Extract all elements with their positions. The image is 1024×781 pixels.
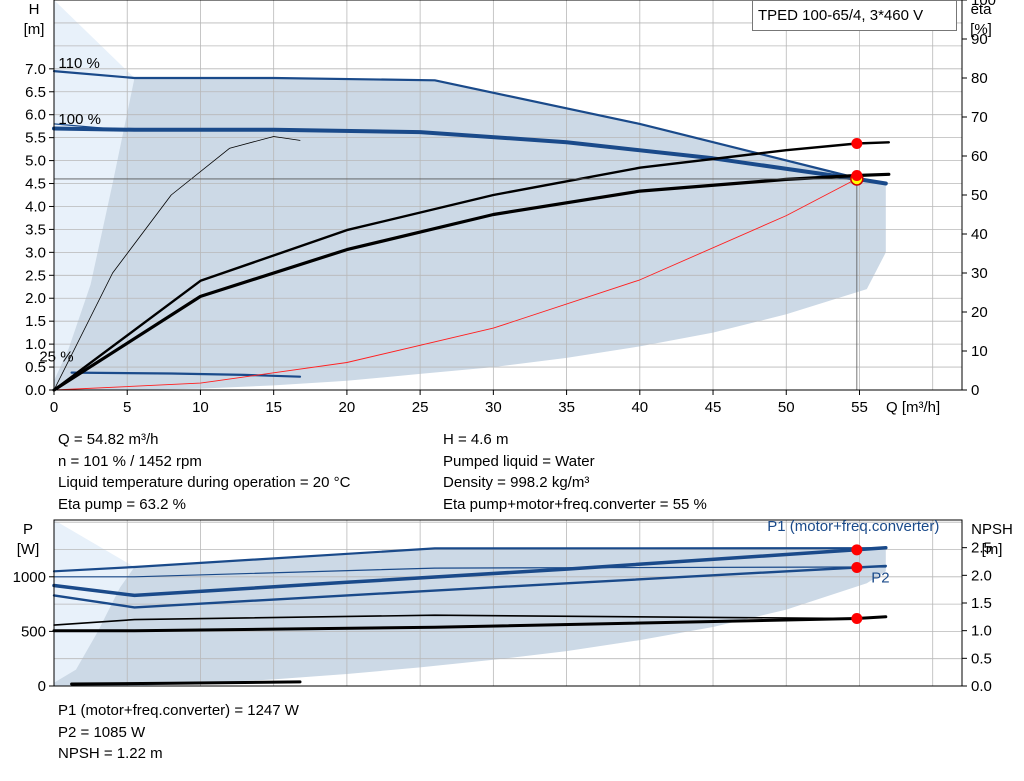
model-label-box: TPED 100-65/4, 3*460 V	[752, 0, 957, 31]
curve-label: 25 %	[39, 349, 73, 366]
marker-eta-pump-point	[851, 138, 863, 150]
y-left-tick-label: 1000	[13, 569, 46, 586]
y-left-tick-label: 1.0	[25, 336, 46, 353]
x-tick-label: 40	[631, 399, 648, 416]
power-results: P1 (motor+freq.converter) = 1247 W P2 = …	[58, 700, 299, 765]
series-p-25	[70, 680, 302, 686]
y-right-tick-label: 40	[971, 226, 988, 243]
x-tick-label: 5	[123, 399, 131, 416]
marker-p1-point	[851, 544, 863, 556]
y-left-tick-label: 1.5	[25, 313, 46, 330]
result-p1: P1 (motor+freq.converter) = 1247 W	[58, 702, 299, 719]
y-left-tick-label: 6.0	[25, 107, 46, 124]
y-right-tick-label: 2.0	[971, 567, 992, 584]
y-right-tick-label: 50	[971, 187, 988, 204]
low-flow-region	[54, 520, 135, 686]
y-right-tick-label: 30	[971, 265, 988, 282]
result-eta-system: Eta pump+motor+freq.converter = 55 %	[443, 495, 707, 513]
y-right-tick-label: 60	[971, 148, 988, 165]
results-left: Q = 54.82 m³/h n = 101 % / 1452 rpm Liqu…	[58, 429, 350, 515]
y-right-tick-label: 0.5	[971, 650, 992, 667]
operating-region	[54, 549, 886, 686]
y-right-tick-label: 10	[971, 343, 988, 360]
x-tick-label: 20	[339, 399, 356, 416]
result-head: H = 4.6 m	[443, 431, 509, 448]
series-label: P1 (motor+freq.converter)	[767, 518, 939, 535]
operating-region	[54, 71, 886, 390]
x-axis-label: Q [m³/h]	[886, 399, 940, 416]
series-npsh-100	[52, 615, 888, 633]
y-left-tick-label: 5.0	[25, 153, 46, 170]
model-label: TPED 100-65/4, 3*460 V	[758, 7, 924, 24]
x-tick-label: 45	[705, 399, 722, 416]
y-right-tick-label: 1.0	[971, 623, 992, 640]
y-right-tick-label: 0.0	[971, 678, 992, 695]
performance-chart: 0.0 0.5 1.0 1.5 2.0 2.5 3.0 3.5 4.0 4.5 5.0 5.5 6.0 6…	[24, 0, 996, 416]
y-left-tick-label: 6.5	[25, 84, 46, 101]
y-right-axis-symbol: eta	[971, 1, 993, 18]
result-npsh: NPSH = 1.22 m	[58, 745, 163, 762]
y-left-tick-label: 7.0	[25, 61, 46, 78]
results-right: H = 4.6 m Pumped liquid = Water Density …	[443, 429, 707, 515]
y-right-tick-label: 1.5	[971, 595, 992, 612]
marker-eta-system-point	[851, 170, 863, 181]
series-system-curve	[53, 178, 858, 391]
curve-label: 100 %	[58, 111, 101, 128]
y-left-axis-unit: [W]	[17, 541, 40, 558]
y-right-axis-symbol: NPSH	[971, 521, 1013, 538]
series-eta-thin	[53, 136, 301, 391]
y-left-tick-label: 4.0	[25, 198, 46, 215]
y-right-tick-label: 90	[971, 31, 988, 48]
result-pumped-liquid: Pumped liquid = Water	[443, 452, 595, 470]
marker-npsh-point	[851, 612, 863, 624]
curve-label: 110 %	[58, 55, 99, 72]
y-right-tick-label: 20	[971, 304, 988, 321]
x-tick-label: 30	[485, 399, 502, 416]
y-right-axis-unit: [%]	[970, 21, 992, 38]
x-tick-label: 50	[778, 399, 795, 416]
y-left-tick-label: 2.5	[25, 267, 46, 284]
x-tick-label: 10	[192, 399, 209, 416]
power-chart: 0 500 1000 0.0 0.5 1.0 1.5 2.0 2.5 P [W] NPSH [m] P1 …	[13, 518, 1013, 695]
y-right-tick-label: 0	[971, 382, 979, 399]
y-right-tick-label: 100	[971, 0, 996, 9]
x-tick-label: 55	[851, 399, 868, 416]
series-head-25	[70, 371, 302, 378]
series-head-100-low	[53, 123, 136, 132]
series-eta-system	[52, 172, 891, 392]
marker-p2-point	[851, 562, 863, 574]
x-tick-label: 15	[265, 399, 282, 416]
result-p2: P2 = 1085 W	[58, 723, 146, 741]
x-tick-label: 25	[412, 399, 429, 416]
y-left-tick-label: 5.5	[25, 130, 46, 147]
y-right-tick-label: 70	[971, 109, 988, 126]
result-eta-pump: Eta pump = 63.2 %	[58, 495, 186, 513]
result-speed: n = 101 % / 1452 rpm	[58, 452, 202, 470]
y-right-tick-label: 80	[971, 70, 988, 87]
y-left-tick-label: 4.5	[25, 176, 46, 193]
x-tick-label: 0	[50, 399, 58, 416]
series-head-110-low	[53, 70, 135, 79]
y-left-tick-label: 3.5	[25, 221, 46, 238]
y-right-axis-unit: [m]	[982, 541, 1003, 558]
y-left-tick-label: 0	[38, 678, 46, 695]
series-eta-pump	[52, 141, 890, 392]
y-left-axis-unit: [m]	[24, 21, 45, 38]
y-left-tick-label: 3.0	[25, 244, 46, 261]
result-density: Density = 998.2 kg/m³	[443, 474, 590, 491]
low-flow-region	[54, 0, 135, 390]
y-left-tick-label: 0.0	[25, 382, 46, 399]
y-left-tick-label: 500	[21, 623, 46, 640]
result-flow: Q = 54.82 m³/h	[58, 431, 159, 448]
x-tick-label: 35	[558, 399, 575, 416]
y-left-axis-symbol: H	[29, 1, 40, 18]
result-liquid-temp: Liquid temperature during operation = 20…	[58, 474, 351, 491]
y-left-tick-label: 0.5	[25, 359, 46, 376]
y-left-axis-symbol: P	[23, 521, 33, 538]
series-label: P2	[871, 569, 889, 586]
y-left-tick-label: 2.0	[25, 290, 46, 307]
y-right-tick-label: 2.5	[971, 540, 992, 557]
